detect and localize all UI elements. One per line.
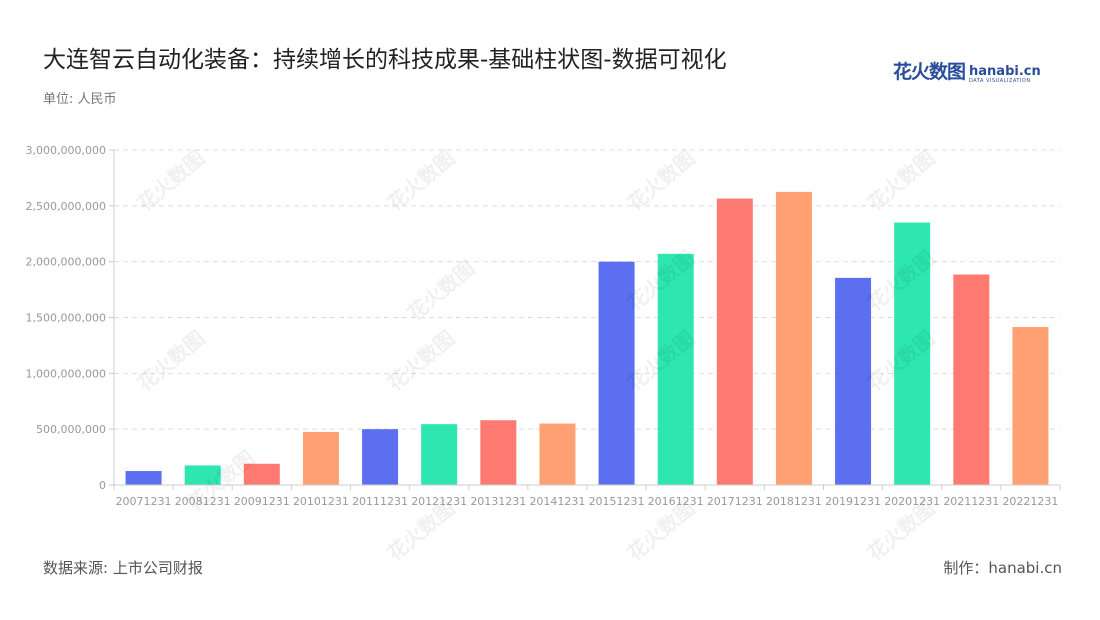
y-tick-label: 0	[99, 479, 106, 492]
y-axis-ticks: 0 500,000,000 1,000,000,000 1,500,000,000 2,…	[26, 144, 114, 492]
x-axis-ticks: 20071231 20081231 20091231 20101231 20111231…	[113, 485, 1061, 508]
bar[interactable]	[598, 261, 635, 485]
x-tick-label: 20091231	[234, 495, 290, 508]
x-tick-label: 20171231	[707, 495, 763, 508]
bar[interactable]	[480, 420, 517, 485]
x-tick-label: 20201231	[884, 495, 940, 508]
logo-en-text: hanabi.cn	[969, 64, 1041, 79]
y-tick-label: 2,500,000,000	[26, 200, 106, 213]
logo-cn-text: 花火数图	[893, 61, 966, 83]
bar[interactable]	[421, 424, 458, 485]
brand-logo: 花火数图 hanabi.cn DATA VISUALIZATION	[893, 60, 1041, 84]
x-tick-label: 20101231	[293, 495, 349, 508]
bars	[125, 191, 1049, 486]
x-tick-label: 20081231	[175, 495, 231, 508]
bar[interactable]	[539, 423, 576, 485]
x-tick-label: 20111231	[352, 495, 408, 508]
bar[interactable]	[125, 471, 162, 485]
bar[interactable]	[362, 429, 399, 485]
x-tick-label: 20131231	[470, 495, 526, 508]
logo-sub-text: DATA VISUALIZATION	[969, 78, 1031, 84]
bar[interactable]	[1012, 326, 1049, 485]
x-tick-label: 20181231	[766, 495, 822, 508]
bar[interactable]	[243, 463, 280, 485]
x-tick-label: 20221231	[1002, 495, 1058, 508]
grid-lines	[114, 149, 1060, 430]
unit-label: 单位: 人民币	[43, 92, 117, 107]
bar[interactable]	[953, 274, 990, 485]
x-tick-label: 20191231	[825, 495, 881, 508]
y-tick-label: 2,000,000,000	[26, 256, 106, 269]
bar[interactable]	[835, 277, 872, 485]
y-tick-label: 500,000,000	[36, 423, 106, 436]
y-tick-label: 1,000,000,000	[26, 367, 106, 380]
data-source: 数据来源: 上市公司财报	[43, 559, 203, 577]
x-tick-label: 20141231	[529, 495, 585, 508]
y-tick-label: 1,500,000,000	[26, 312, 106, 325]
bar[interactable]	[775, 191, 812, 485]
bar[interactable]	[657, 253, 694, 485]
bar[interactable]	[716, 198, 753, 485]
bar[interactable]	[184, 465, 221, 485]
y-tick-label: 3,000,000,000	[26, 144, 106, 157]
credit-link[interactable]: 制作：hanabi.cn	[943, 559, 1062, 577]
page-title: 大连智云自动化装备：持续增长的科技成果-基础柱状图-数据可视化	[43, 47, 727, 73]
x-tick-label: 20161231	[648, 495, 704, 508]
x-tick-label: 20151231	[589, 495, 645, 508]
bar[interactable]	[302, 431, 339, 485]
x-tick-label: 20121231	[411, 495, 467, 508]
bar[interactable]	[894, 222, 931, 486]
x-tick-label: 20071231	[116, 495, 172, 508]
x-tick-label: 20211231	[943, 495, 999, 508]
